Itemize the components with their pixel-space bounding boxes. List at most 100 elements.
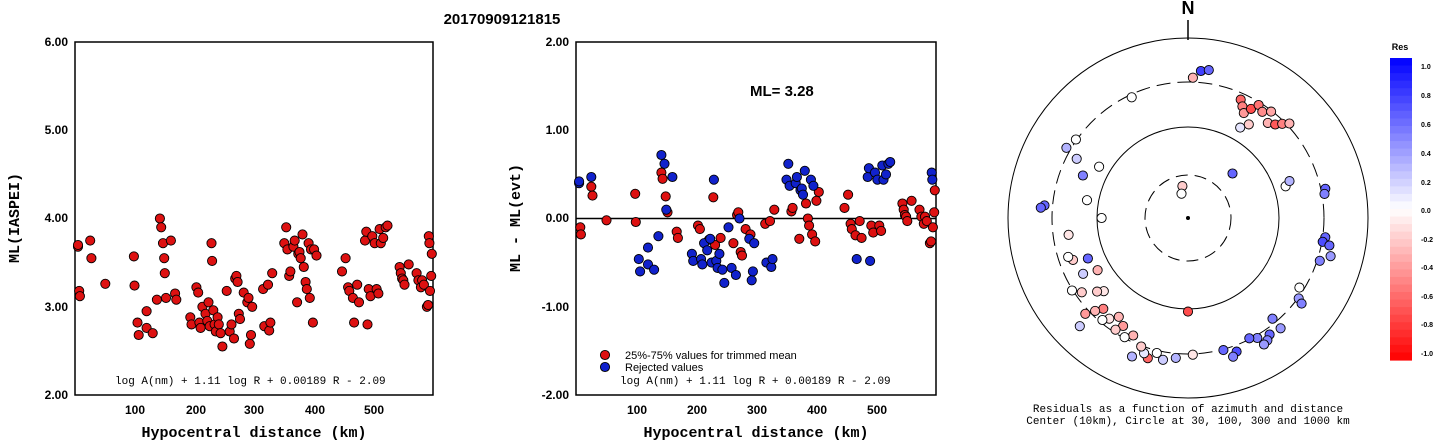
colorbar-tick: 0.2 (1421, 180, 1431, 187)
colorbar-swatch (1390, 148, 1412, 157)
data-points (72, 213, 437, 352)
data-point (74, 291, 85, 302)
data-point-trimmed (926, 236, 937, 247)
station-point (1076, 287, 1087, 298)
caption-line-1: Residuals as a function of azimuth and d… (1033, 404, 1343, 416)
station-points (1035, 65, 1336, 365)
x-tick-label: 200 (687, 403, 707, 417)
colorbar-tick: 0.4 (1421, 151, 1431, 158)
colorbar-swatch (1390, 186, 1412, 195)
station-point (1170, 352, 1181, 363)
data-point-trimmed (810, 236, 821, 247)
data-point (301, 284, 312, 295)
data-point (423, 299, 434, 311)
colorbar-swatch (1390, 299, 1412, 308)
data-point (207, 255, 218, 266)
colorbar-tick: -0.4 (1421, 265, 1433, 272)
station-point (1126, 92, 1137, 103)
caption-line-2: Center (10km), Circle at 30, 100, 300 an… (1026, 416, 1350, 428)
data-point-trimmed (906, 195, 917, 206)
data-point (232, 276, 243, 288)
data-point (154, 213, 165, 224)
data-point (403, 259, 414, 270)
colorbar-swatch (1390, 163, 1412, 172)
data-point (262, 279, 274, 290)
colorbar-swatch (1390, 178, 1412, 187)
data-point (72, 239, 84, 251)
data-point (195, 322, 206, 333)
station-point (1113, 311, 1124, 322)
data-point-rejected (635, 266, 646, 277)
x-tick-label: 300 (747, 403, 767, 417)
x-axis-label: Hypocentral distance (km) (141, 425, 366, 441)
station-point (1098, 303, 1109, 314)
data-point-trimmed (794, 233, 805, 244)
data-point-trimmed (921, 216, 932, 227)
y-tick-label: 2.00 (45, 388, 69, 402)
data-point-trimmed (811, 195, 822, 206)
colorbar-swatch (1390, 224, 1412, 233)
colorbar-swatch (1390, 337, 1412, 346)
station-point (1092, 265, 1103, 276)
north-label: N (1182, 0, 1195, 18)
station-point (1081, 195, 1093, 206)
colorbar-swatch (1390, 171, 1412, 180)
data-point-rejected (705, 233, 716, 244)
data-point (159, 268, 170, 279)
ring-30km (1144, 174, 1232, 262)
data-point (378, 232, 389, 243)
data-point-rejected (667, 171, 678, 183)
colorbar-swatch (1390, 284, 1412, 293)
data-point (426, 270, 437, 281)
data-point (141, 306, 152, 317)
data-point (352, 279, 363, 290)
data-point-trimmed (586, 181, 597, 192)
y-tick-labels: 6.00 5.00 4.00 3.00 2.00 (45, 35, 69, 402)
data-point-trimmed (843, 189, 854, 200)
data-point (292, 297, 303, 308)
station-point (1275, 323, 1286, 334)
y-tick-label: 6.00 (45, 35, 69, 49)
data-point-rejected (747, 266, 758, 277)
station-point (1128, 330, 1139, 341)
colorbar-swatch (1390, 254, 1412, 263)
colorbar-swatch (1390, 246, 1412, 255)
station-point (1110, 324, 1121, 335)
colorbar-swatch (1390, 239, 1412, 248)
chart-azimuth-residuals: N Residuals as a function of azimuth and… (1007, 0, 1369, 428)
station-point (1324, 240, 1335, 251)
data-points (574, 149, 940, 288)
data-point-rejected (734, 213, 745, 224)
legend-label-rejected: Rejected values (625, 362, 704, 374)
y-tick-label: -2.00 (542, 388, 570, 402)
station-point (1035, 202, 1046, 213)
colorbar-swatch (1390, 118, 1412, 127)
data-point (247, 301, 258, 312)
station-point (1319, 188, 1330, 199)
data-point-trimmed (902, 216, 913, 227)
data-point-trimmed (694, 224, 705, 235)
colorbar-tick: 1.0 (1421, 64, 1431, 71)
colorbar-swatches (1390, 58, 1412, 361)
data-point (289, 235, 300, 246)
data-point-trimmed (764, 216, 776, 227)
station-point (1187, 72, 1198, 83)
station-point (1063, 251, 1074, 262)
x-tick-label: 100 (125, 403, 145, 417)
station-point (1077, 170, 1088, 181)
data-point (424, 285, 436, 296)
data-point (132, 317, 143, 328)
y-tick-label: -1.00 (542, 300, 570, 314)
station-point (1176, 188, 1187, 199)
data-point (373, 288, 384, 299)
legend-marker-rejected (599, 361, 611, 373)
data-point-trimmed (660, 191, 671, 202)
data-point-trimmed (715, 232, 726, 243)
y-tick-label: 0.00 (546, 211, 570, 225)
data-point-trimmed (856, 232, 867, 243)
data-point-rejected (791, 171, 802, 183)
data-point (156, 222, 167, 233)
colorbar-tick: -0.6 (1421, 294, 1433, 301)
ml-annotation: ML= 3.28 (750, 83, 814, 100)
